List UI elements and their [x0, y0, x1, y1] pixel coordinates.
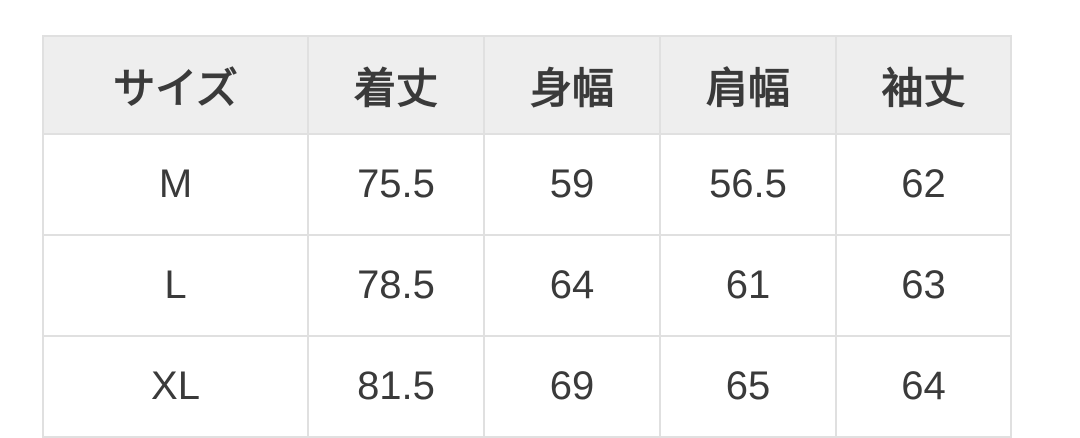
cell: 64: [835, 335, 1012, 438]
cell: 81.5: [307, 335, 485, 438]
header-width: 身幅: [483, 35, 661, 135]
cell: 65: [659, 335, 837, 438]
table-row: L 78.5 64 61 63: [42, 234, 1012, 337]
size-chart-table: サイズ 着丈 身幅 肩幅 袖丈 M 75.5 59 56.5 62 L 78.5…: [42, 35, 1012, 438]
cell: 69: [483, 335, 661, 438]
header-length: 着丈: [307, 35, 485, 135]
cell: 64: [483, 234, 661, 337]
cell: L: [42, 234, 309, 337]
cell: M: [42, 133, 309, 236]
header-shoulder: 肩幅: [659, 35, 837, 135]
cell: 56.5: [659, 133, 837, 236]
cell: 59: [483, 133, 661, 236]
cell: 78.5: [307, 234, 485, 337]
header-size: サイズ: [42, 35, 309, 135]
cell: 75.5: [307, 133, 485, 236]
cell: XL: [42, 335, 309, 438]
cell: 63: [835, 234, 1012, 337]
cell: 61: [659, 234, 837, 337]
table-row: XL 81.5 69 65 64: [42, 335, 1012, 438]
table-row: M 75.5 59 56.5 62: [42, 133, 1012, 236]
cell: 62: [835, 133, 1012, 236]
header-row: サイズ 着丈 身幅 肩幅 袖丈: [42, 35, 1012, 135]
header-sleeve: 袖丈: [835, 35, 1012, 135]
